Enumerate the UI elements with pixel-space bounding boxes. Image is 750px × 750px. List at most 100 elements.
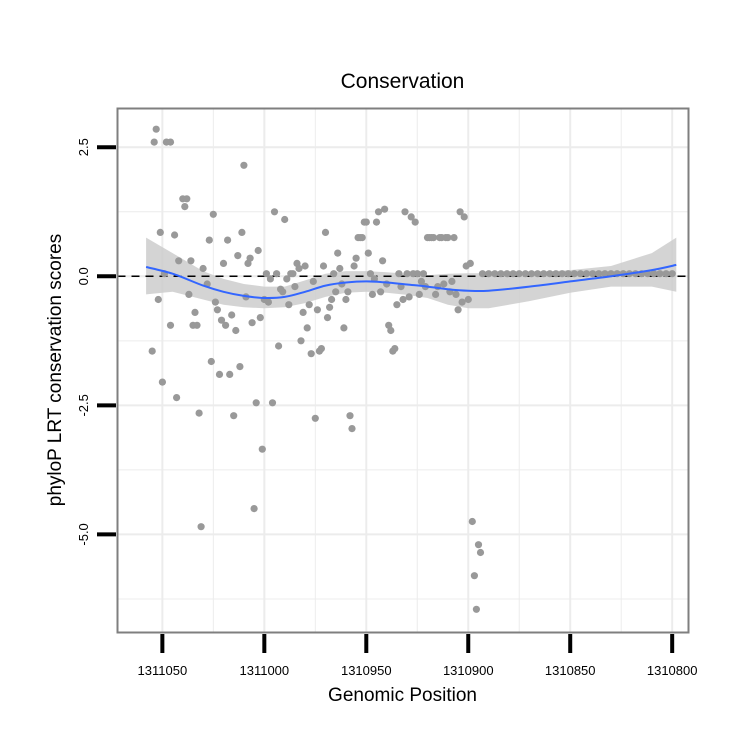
- data-point: [311, 414, 319, 422]
- data-point: [222, 321, 230, 329]
- data-point: [391, 345, 399, 353]
- data-point: [650, 270, 658, 278]
- data-point: [464, 295, 472, 304]
- data-point: [266, 275, 274, 283]
- y-tick-label: 2.5: [76, 138, 91, 156]
- data-point: [662, 270, 670, 278]
- data-point: [248, 319, 256, 327]
- data-point: [440, 280, 448, 288]
- data-point: [468, 517, 476, 526]
- data-point: [340, 324, 348, 332]
- data-point: [334, 249, 342, 257]
- data-point: [509, 270, 517, 278]
- data-point: [232, 326, 240, 335]
- data-point: [193, 321, 201, 329]
- data-point: [173, 394, 181, 402]
- data-point: [297, 337, 305, 345]
- data-point: [485, 270, 493, 278]
- data-point: [491, 270, 499, 278]
- data-point: [279, 288, 287, 296]
- data-point: [374, 208, 383, 216]
- data-point: [158, 378, 166, 386]
- data-point: [430, 234, 438, 242]
- data-point: [268, 399, 277, 407]
- data-point: [407, 213, 415, 221]
- data-point: [285, 301, 293, 309]
- data-point: [283, 275, 291, 283]
- data-point: [450, 234, 458, 242]
- chart-title: Conservation: [340, 70, 465, 93]
- data-point: [393, 301, 401, 309]
- data-point: [289, 270, 297, 278]
- data-point: [181, 203, 189, 211]
- data-point: [313, 306, 321, 314]
- data-point: [454, 306, 462, 314]
- data-point: [589, 270, 597, 278]
- x-tick-label: 1310900: [443, 663, 494, 678]
- data-point: [256, 314, 264, 322]
- data-point: [346, 412, 354, 420]
- x-tick-label: 1310950: [341, 663, 392, 678]
- data-point: [291, 283, 299, 291]
- data-point: [576, 270, 585, 278]
- data-point: [336, 264, 344, 273]
- data-point: [503, 270, 511, 278]
- data-point: [209, 210, 217, 218]
- data-point: [148, 347, 156, 355]
- data-point: [395, 270, 403, 278]
- y-tick-label: -5.0: [76, 523, 91, 545]
- smooth-trend-line: [145, 263, 677, 300]
- data-point: [377, 288, 385, 296]
- data-point: [156, 228, 164, 236]
- data-point: [419, 270, 427, 278]
- data-point: [350, 262, 358, 270]
- panel-background: [117, 108, 689, 633]
- data-point: [207, 357, 215, 366]
- data-point: [197, 523, 205, 531]
- data-point: [515, 270, 523, 278]
- data-point: [252, 399, 260, 407]
- data-point: [213, 306, 221, 314]
- data-point: [387, 326, 395, 335]
- data-point: [456, 208, 464, 216]
- data-point: [187, 257, 195, 265]
- y-tick-label: 0.0: [76, 267, 91, 285]
- data-point: [150, 138, 158, 146]
- data-point: [432, 290, 440, 298]
- data-point: [234, 252, 242, 260]
- data-point: [195, 409, 203, 417]
- data-point: [540, 270, 548, 278]
- data-point: [295, 264, 303, 273]
- data-point: [368, 290, 376, 298]
- x-tick-label: 1311000: [240, 663, 290, 678]
- data-point: [175, 257, 183, 265]
- data-point: [205, 236, 213, 244]
- data-point: [372, 218, 381, 226]
- data-point: [582, 270, 591, 278]
- data-point: [362, 218, 370, 226]
- data-point: [460, 213, 468, 221]
- data-point: [199, 264, 207, 273]
- data-point: [403, 270, 411, 278]
- data-point: [570, 270, 578, 278]
- x-axis-label: Genomic Position: [328, 685, 477, 706]
- data-point: [323, 314, 332, 322]
- data-point: [478, 270, 487, 278]
- data-point: [258, 445, 266, 453]
- data-point: [364, 249, 372, 257]
- data-point: [358, 234, 366, 242]
- data-point: [183, 195, 191, 203]
- data-point: [238, 228, 246, 236]
- data-point: [328, 295, 336, 304]
- data-point: [601, 270, 609, 278]
- data-point: [352, 254, 360, 262]
- data-point: [250, 505, 258, 513]
- data-point: [166, 138, 175, 146]
- data-point: [219, 259, 228, 267]
- data-point: [448, 277, 456, 285]
- data-point: [317, 345, 325, 353]
- data-point: [415, 290, 423, 298]
- data-point: [411, 218, 419, 226]
- data-point: [226, 370, 234, 378]
- data-point: [401, 208, 409, 216]
